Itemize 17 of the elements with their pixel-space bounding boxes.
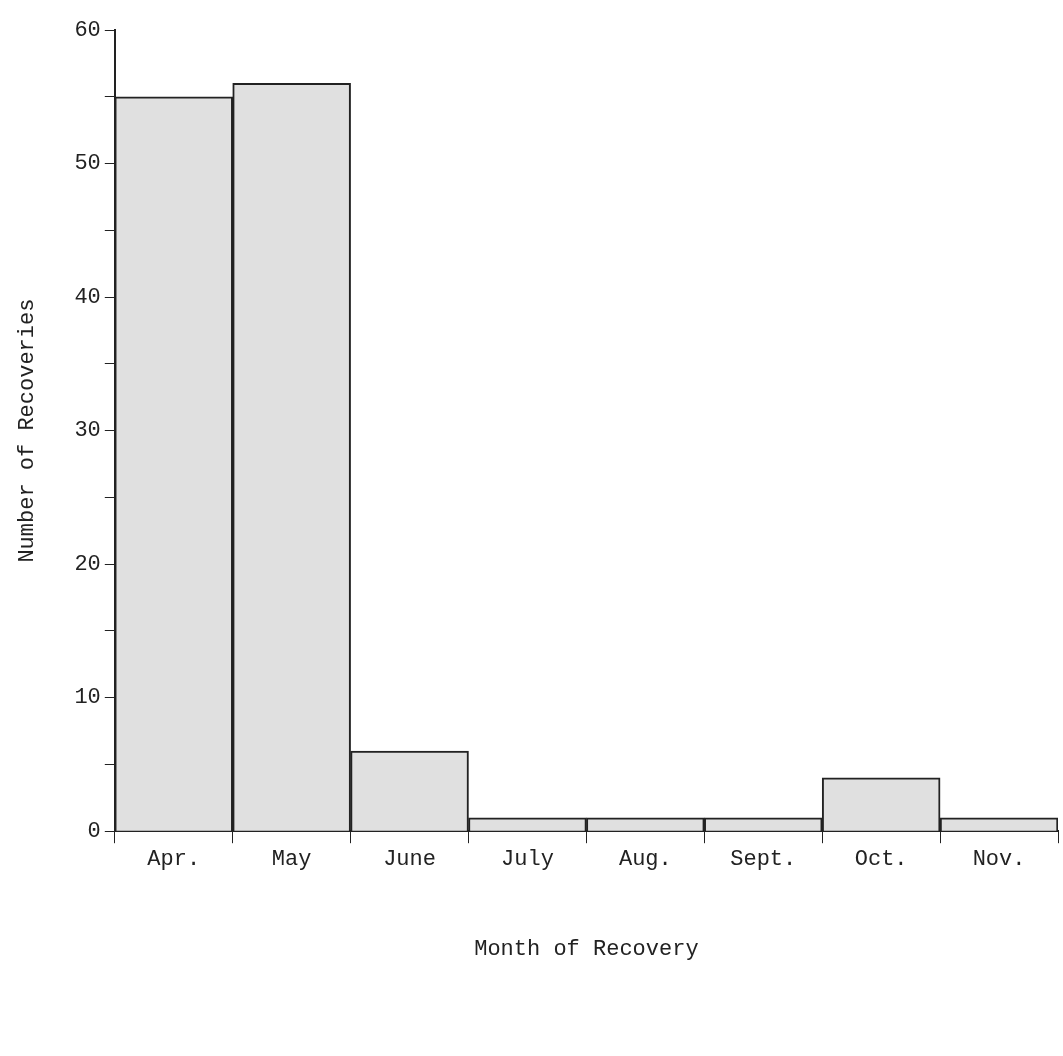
y-tick-label: 30 <box>74 418 101 444</box>
y-tick-label: 20 <box>74 551 101 577</box>
x-tick-label: Oct. <box>854 847 908 873</box>
y-tick-label: 40 <box>74 284 101 310</box>
y-tick-label: 0 <box>87 819 101 845</box>
x-tick-label: Sept. <box>730 847 797 873</box>
x-tick-label: May <box>271 847 312 873</box>
x-tick-label: Aug. <box>618 847 672 873</box>
x-tick-label: July <box>501 847 554 873</box>
x-axis-title: Month of Recovery <box>474 936 699 962</box>
x-tick-label: June <box>383 847 436 873</box>
x-tick-label: Nov. <box>972 847 1026 873</box>
y-tick-label: 50 <box>74 151 101 177</box>
x-tick-label: Apr. <box>147 847 201 873</box>
y-tick-label: 10 <box>74 685 101 711</box>
y-axis-title: Number of Recoveries <box>15 298 41 563</box>
y-tick-label: 60 <box>74 17 101 43</box>
